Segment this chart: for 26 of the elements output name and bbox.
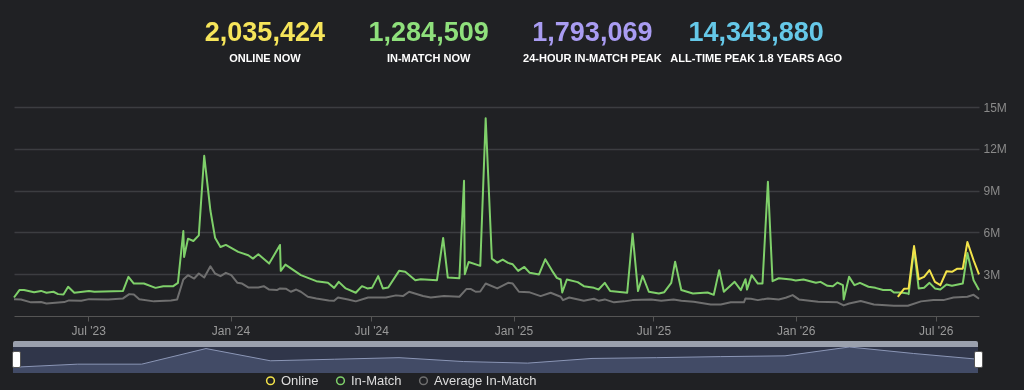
category-label: ONLINE NOW	[229, 52, 302, 64]
x-tick-label: Jul '25	[636, 323, 672, 338]
x-tick-label: Jul '26	[919, 323, 954, 338]
line-series	[896, 241, 980, 298]
data-label: 14,343,880	[688, 17, 824, 47]
legend-label: Online	[281, 372, 319, 388]
y-tick-label: 6M	[983, 225, 1001, 240]
category-label: 24-HOUR IN-MATCH PEAK	[523, 52, 662, 64]
legend-label: In-Match	[351, 372, 402, 388]
category-label: ALL-TIME PEAK 1.8 YEARS AGO	[670, 52, 843, 64]
y-tick-label: 3M	[983, 267, 1001, 282]
data-label: 1,793,069	[532, 17, 653, 47]
x-tick-label: Jul '24	[354, 323, 390, 338]
line-series	[13, 265, 980, 307]
y-tick-label: 12M	[983, 142, 1007, 157]
x-tick-label: Jul '23	[71, 323, 107, 338]
x-tick-label: Jan '25	[494, 323, 534, 338]
y-tick-label: 15M	[983, 100, 1007, 115]
data-label: 1,284,509	[368, 17, 489, 47]
x-tick-label: Jan '24	[211, 323, 251, 338]
category-label: IN-MATCH NOW	[386, 52, 471, 64]
legend-label: Average In-Match	[434, 372, 537, 388]
x-tick-label: Jan '26	[777, 323, 816, 338]
data-label: 2,035,424	[204, 17, 325, 47]
line-series	[13, 117, 980, 301]
y-tick-label: 9M	[983, 184, 1001, 199]
